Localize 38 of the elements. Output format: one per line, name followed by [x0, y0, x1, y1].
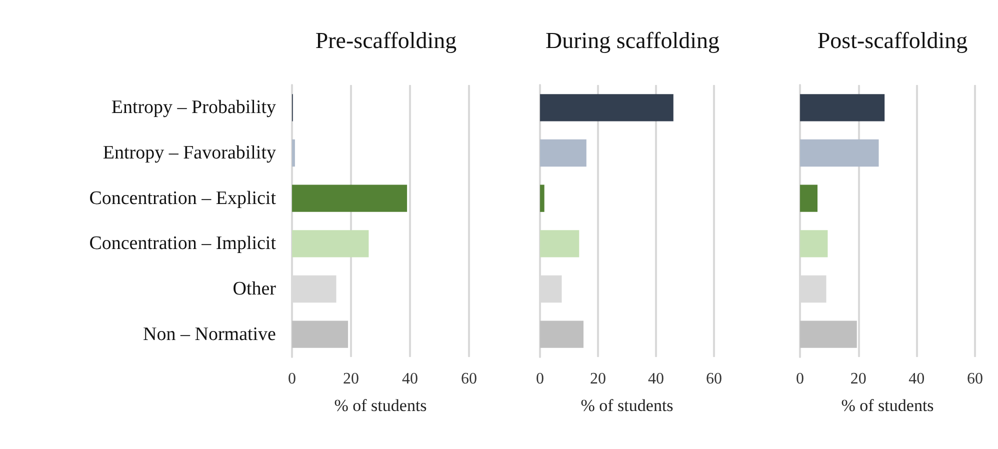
y-tick-label: Entropy – Probability: [111, 97, 276, 118]
x-tick-label: 20: [343, 370, 359, 388]
chart-title: Pre-scaffolding: [315, 28, 458, 53]
x-axis-title: % of students: [334, 396, 427, 415]
x-tick-label: 60: [706, 370, 722, 388]
bar: [540, 320, 584, 348]
y-tick-label: Concentration – Implicit: [89, 233, 277, 254]
bar: [540, 94, 674, 122]
x-tick-label: 20: [590, 370, 606, 388]
x-tick-label: 0: [536, 370, 544, 388]
bar: [540, 184, 544, 212]
bar: [800, 230, 828, 258]
x-axis-title: % of students: [841, 396, 934, 415]
y-tick-label: Other: [232, 278, 277, 300]
bar: [292, 320, 348, 348]
y-tick-label: Entropy – Favorability: [102, 142, 276, 164]
bar: [292, 184, 408, 212]
x-tick-label: 0: [288, 370, 296, 388]
bar: [800, 184, 818, 212]
bar: [540, 139, 586, 167]
bar: [540, 230, 580, 258]
x-tick-label: 0: [796, 370, 804, 388]
bar: [292, 230, 369, 258]
bar: [292, 139, 295, 167]
bar: [800, 94, 885, 122]
chart-title: During scaffolding: [546, 28, 720, 53]
x-tick-label: 40: [648, 370, 664, 388]
chart-title: Post-scaffolding: [817, 28, 968, 53]
x-tick-label: 20: [850, 370, 866, 388]
x-tick-label: 60: [461, 370, 477, 388]
x-tick-label: 40: [908, 370, 925, 388]
y-tick-label: Concentration – Explicit: [89, 188, 277, 209]
x-axis-title: % of students: [580, 396, 674, 415]
x-tick-label: 60: [967, 370, 983, 388]
bar: [800, 320, 857, 348]
y-tick-label: Non – Normative: [143, 324, 276, 345]
bar: [800, 139, 879, 167]
x-tick-label: 40: [402, 370, 418, 388]
